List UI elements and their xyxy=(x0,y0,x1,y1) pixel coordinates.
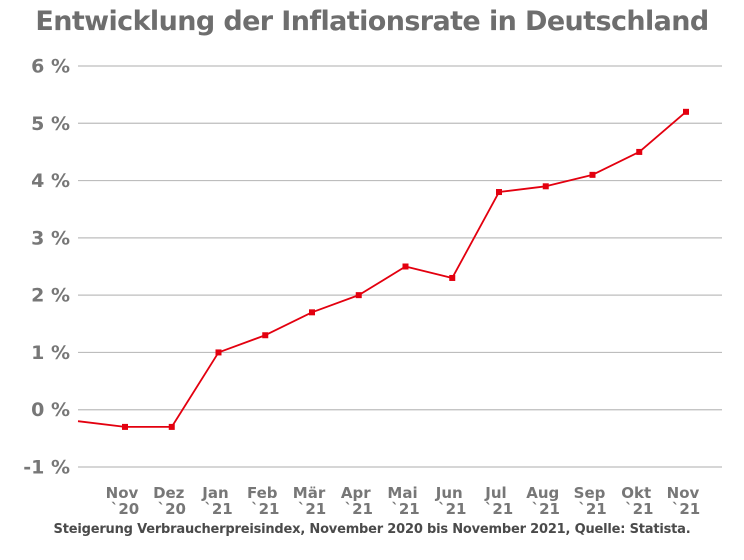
chart-caption: Steigerung Verbraucherpreisindex, Novemb… xyxy=(53,522,691,537)
data-point xyxy=(683,108,689,115)
x-tick-label-year: `21 xyxy=(391,500,419,518)
data-point xyxy=(309,309,315,316)
x-tick-label-month: Nov xyxy=(106,484,139,502)
x-tick-label-year: `20 xyxy=(111,500,139,518)
series-line xyxy=(77,111,687,428)
chart-title: Entwicklung der Inflationsrate in Deutsc… xyxy=(35,6,709,37)
x-tick-label-month: Jun xyxy=(435,484,463,502)
y-tick-label: 1 % xyxy=(31,342,70,364)
data-point xyxy=(589,171,596,178)
y-tick-label: 6 % xyxy=(31,56,70,78)
x-tick-label-month: Mär xyxy=(293,484,326,502)
x-tick-label-year: `21 xyxy=(672,500,700,518)
x-tick-label-year: `21 xyxy=(438,500,466,518)
y-tick-label: 0 % xyxy=(31,399,70,421)
x-tick-label-year: `20 xyxy=(158,500,186,518)
x-tick-label-month: Dez xyxy=(153,484,185,502)
data-point xyxy=(168,423,175,430)
data-point xyxy=(496,189,502,196)
y-tick-label: 5 % xyxy=(31,113,70,135)
x-tick-label-month: Okt xyxy=(621,484,651,502)
data-point xyxy=(122,423,128,430)
x-tick-label-year: `21 xyxy=(345,500,373,518)
y-tick-label: 4 % xyxy=(31,170,70,192)
x-tick-label-month: Jul xyxy=(484,484,506,502)
x-tick-label-month: Apr xyxy=(341,484,371,502)
x-tick-label-year: `21 xyxy=(625,500,653,518)
x-tick-label-year: `21 xyxy=(578,500,606,518)
data-point xyxy=(449,274,456,281)
x-tick-label-month: Aug xyxy=(526,484,559,502)
x-tick-label-month: Feb xyxy=(247,484,278,502)
data-point xyxy=(636,148,643,155)
data-point xyxy=(355,292,362,299)
x-tick-label-month: Mai xyxy=(387,484,417,502)
x-tick-label-year: `21 xyxy=(204,500,232,518)
x-tick-label-month: Nov xyxy=(667,484,700,502)
x-tick-label-year: `21 xyxy=(485,500,513,518)
y-tick-label: 2 % xyxy=(31,285,70,307)
x-tick-label-year: `21 xyxy=(532,500,560,518)
data-point xyxy=(402,263,409,270)
x-tick-label-year: `21 xyxy=(251,500,279,518)
x-tick-label-month: Jan xyxy=(201,484,228,502)
x-tick-label-year: `21 xyxy=(298,500,326,518)
y-tick-label: -1 % xyxy=(23,457,70,479)
data-point xyxy=(215,349,222,356)
x-tick-label-month: Sep xyxy=(574,484,606,502)
y-tick-label: 3 % xyxy=(31,227,70,249)
data-point xyxy=(262,332,269,339)
data-point xyxy=(542,183,549,190)
